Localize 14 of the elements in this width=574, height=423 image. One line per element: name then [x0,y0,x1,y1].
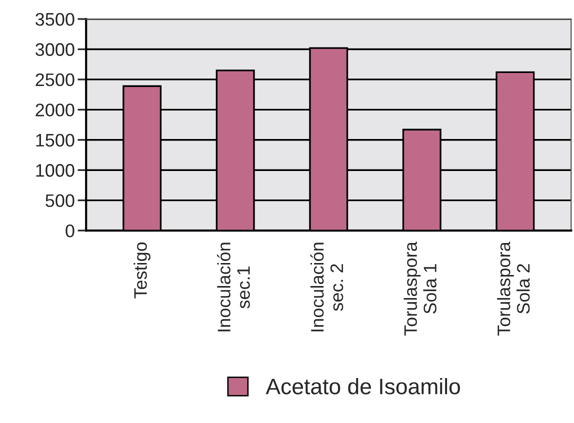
y-tick-label: 2500 [36,73,74,86]
x-tick-label: Inoculación sec. 2 [310,242,344,332]
legend-label: Acetato de Isoamilo [266,378,460,394]
y-tick-label: 3500 [36,12,74,26]
x-tick-label: Torulaspora Sola 2 [497,242,530,336]
y-tick-label: 0 [66,224,74,238]
y-tick-label: 1000 [36,164,74,177]
x-tick-label: Torulaspora Sola 1 [404,242,436,336]
x-tick-label: Testigo [134,242,150,298]
y-tick-label: 500 [46,194,74,208]
y-tick-label: 3000 [36,43,74,56]
y-tick-label: 1500 [36,134,74,147]
y-tick-label: 2000 [36,104,74,116]
x-tick-label: Inoculación sec.1 [216,242,250,332]
